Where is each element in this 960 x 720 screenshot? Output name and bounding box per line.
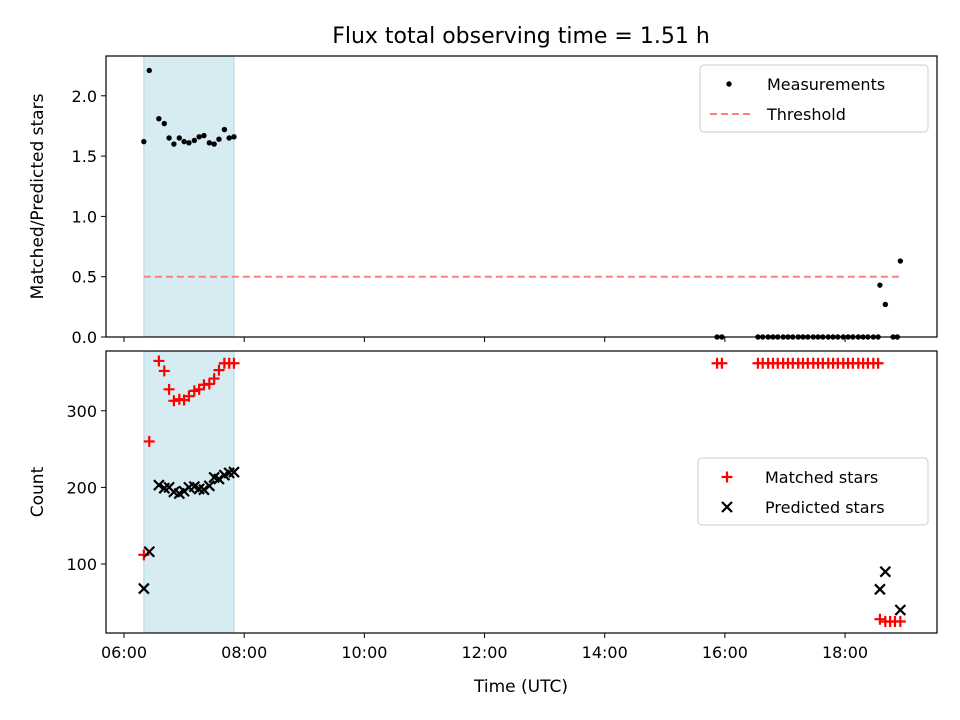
matched-star-point [183, 390, 195, 402]
legend-label: Measurements [767, 75, 885, 94]
predicted-star-point [198, 483, 210, 496]
legend-box [699, 64, 929, 133]
measurement-point [141, 138, 147, 145]
y-tick-label: 200 [66, 478, 97, 497]
matched-star-point [163, 383, 175, 395]
x-tick-label: 08:00 [221, 643, 267, 662]
matched-star-point [894, 616, 906, 628]
measurement-point [897, 258, 904, 264]
measurement-point [171, 141, 177, 147]
legend-box [697, 457, 929, 526]
y-tick-label: 100 [66, 555, 97, 574]
measurement-point [206, 140, 213, 146]
measurement-point [186, 140, 192, 146]
measurement-point [191, 137, 198, 144]
y-tick-label: 1.0 [72, 207, 97, 226]
predicted-star-point [228, 466, 240, 478]
predicted-star-point [138, 582, 150, 595]
measurement-point [146, 67, 152, 74]
legend-label: Threshold [766, 105, 846, 124]
y-tick-label: 0.0 [72, 328, 97, 347]
x-tick-label: 12:00 [461, 643, 507, 662]
chart-title: Flux total observing time = 1.51 h [332, 24, 710, 49]
measurement-point [231, 134, 237, 140]
y-tick-label: 2.0 [72, 87, 97, 106]
legend-label: Matched stars [765, 468, 878, 487]
y-tick-label: 1.5 [72, 147, 97, 166]
predicted-star-point [874, 583, 886, 596]
ratio-axes-frame [105, 55, 938, 338]
measurement-point [211, 141, 217, 147]
legend-marker-swatch [726, 81, 732, 87]
matched-star-point [158, 365, 170, 377]
measurement-point [882, 301, 889, 308]
measurement-point [176, 135, 183, 141]
count-series-2 [138, 466, 907, 616]
count-axes-frame [105, 350, 938, 634]
count-legend: Matched stars Predicted stars [697, 457, 929, 526]
x-tick-label: 16:00 [702, 643, 748, 662]
predicted-star-point [213, 473, 225, 485]
count-series-1 [138, 355, 906, 628]
panel-count: 06:00 08:00 10:00 12:00 14:00 16:00 18:00 100 20… [28, 350, 938, 662]
measurement-point [156, 116, 162, 122]
matched-star-point [213, 364, 225, 376]
matched-star-point [872, 357, 884, 369]
matched-star-point [188, 385, 200, 397]
measurement-point [216, 136, 222, 142]
predicted-star-point [153, 479, 165, 491]
legend-entry: Threshold [710, 105, 846, 124]
observing-span [143, 55, 235, 338]
matched-star-point [874, 613, 886, 625]
measurement-point [181, 138, 187, 145]
predicted-star-point [879, 565, 892, 578]
matched-star-point [203, 378, 215, 390]
measurement-point [161, 120, 167, 127]
ratio-legend: Measurements Threshold [699, 64, 929, 133]
matched-star-point [168, 395, 180, 407]
legend-entry: Predicted stars [721, 498, 885, 517]
y-tick-label: 0.5 [72, 268, 97, 287]
legend-marker-swatch [721, 471, 733, 483]
matched-star-point [153, 355, 165, 367]
legend-marker-swatch [721, 501, 733, 513]
matched-star-point [143, 435, 155, 447]
x-tick-label: 06:00 [101, 643, 147, 662]
x-tick-label: 18:00 [822, 643, 868, 662]
predicted-star-point [203, 480, 216, 492]
x-tick-label: 14:00 [582, 643, 628, 662]
ratio-y-axis-label: Matched/Predicted stars [28, 93, 48, 299]
measurement-point [166, 135, 172, 141]
matched-star-point [716, 357, 728, 369]
legend-entry: Measurements [726, 75, 885, 94]
y-tick-label: 300 [66, 402, 97, 421]
count-y-axis-label: Count [28, 466, 48, 517]
x-axis-label: Time (UTC) [473, 677, 568, 697]
measurement-point [226, 135, 232, 141]
matched-star-point [208, 373, 220, 385]
measurement-point [221, 126, 228, 133]
x-tick-label: 10:00 [341, 643, 387, 662]
measurement-point [877, 282, 883, 288]
panel-ratio: 0.0 0.5 1.0 1.5 2.0 Matched/Predicted stars Me… [28, 55, 938, 347]
legend-entry: Matched stars [721, 468, 878, 487]
measurement-point [196, 134, 202, 140]
predicted-star-point [143, 545, 156, 558]
matched-star-point [228, 357, 240, 369]
legend-label: Predicted stars [765, 498, 885, 517]
measurement-point [201, 132, 207, 139]
predicted-star-point [894, 604, 907, 616]
